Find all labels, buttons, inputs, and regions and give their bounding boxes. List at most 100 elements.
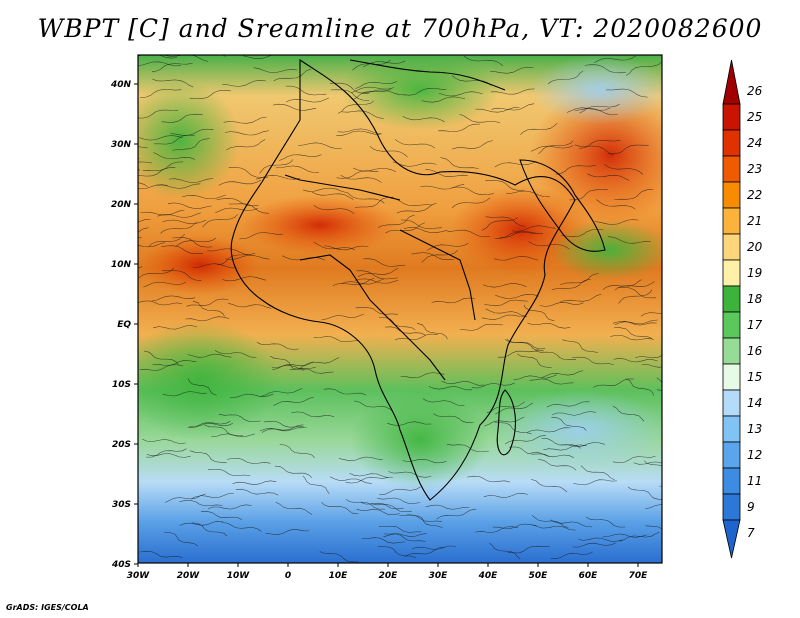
streamline: [160, 221, 198, 234]
streamline: [140, 209, 185, 216]
streamline: [182, 194, 226, 200]
plot-frame: [137, 54, 663, 564]
streamline: [207, 248, 251, 256]
streamline: [485, 180, 525, 191]
streamline: [645, 504, 662, 510]
coastline: [284, 174, 401, 201]
streamline: [272, 103, 317, 111]
streamline: [279, 154, 322, 161]
streamline: [471, 382, 515, 389]
streamline: [338, 456, 383, 462]
streamline: [377, 497, 421, 504]
streamline: [329, 82, 369, 94]
streamline: [438, 123, 481, 132]
streamline: [481, 314, 526, 320]
colorbar-segment: [722, 415, 741, 443]
streamline: [143, 281, 187, 288]
coastlines: [230, 58, 606, 501]
streamline: [383, 533, 427, 538]
streamline: [228, 303, 272, 309]
lon-tick-label: 50E: [529, 571, 549, 581]
streamline: [481, 217, 518, 231]
streamline: [192, 263, 238, 269]
streamline: [139, 135, 183, 141]
streamline: [441, 380, 485, 386]
streamline: [617, 287, 657, 299]
streamline: [446, 444, 489, 452]
streamline: [531, 479, 568, 493]
streamline: [527, 427, 571, 433]
lat-tick-label: EQ: [117, 320, 131, 330]
streamline: [323, 388, 367, 396]
streamline: [541, 370, 584, 378]
lat-tick-label: 40N: [110, 80, 132, 90]
streamline: [618, 289, 653, 304]
streamline: [232, 480, 277, 485]
colorbar-segment: [722, 181, 741, 209]
streamline: [189, 423, 234, 428]
streamline: [608, 144, 649, 155]
streamline: [319, 551, 359, 563]
streamline: [341, 278, 384, 285]
streamline: [152, 360, 197, 366]
coastline: [299, 254, 446, 381]
streamline: [490, 88, 535, 95]
streamline: [555, 164, 597, 175]
lat-tick-label: 40S: [111, 560, 131, 570]
streamline: [275, 501, 313, 515]
streamline: [560, 273, 599, 285]
lon-tick-label: 30W: [127, 571, 151, 581]
streamline: [561, 229, 604, 237]
streamline: [270, 355, 305, 371]
streamline: [208, 504, 252, 510]
streamline: [612, 320, 657, 326]
streamline: [330, 89, 370, 101]
streamline: [291, 411, 335, 418]
lat-tick-label: 10N: [111, 260, 132, 270]
streamline: [156, 183, 201, 189]
streamline: [384, 326, 426, 336]
colorbar: 26 25 24 23 22 21 20 19 18 17 16 15 14 13 12 11 9 7: [722, 59, 763, 559]
streamline: [336, 130, 381, 136]
streamline: [164, 531, 199, 547]
streamline: [384, 533, 426, 542]
streamline: [139, 364, 184, 371]
streamline: [531, 515, 569, 529]
streamline: [352, 88, 392, 100]
streamline: [459, 323, 503, 331]
streamline: [157, 212, 201, 218]
streamline: [635, 355, 662, 359]
streamline: [167, 202, 212, 209]
streamline: [279, 444, 315, 458]
streamline: [486, 401, 525, 414]
streamline: [187, 378, 217, 396]
streamline: [189, 450, 227, 464]
streamline: [507, 545, 550, 554]
streamline: [511, 225, 556, 232]
colorbar-label: 16: [747, 344, 763, 358]
streamline: [312, 191, 354, 200]
streamline: [491, 103, 535, 111]
streamline: [412, 545, 456, 550]
streamline: [535, 350, 576, 360]
streamline: [422, 398, 465, 406]
streamline: [321, 313, 364, 321]
streamline: [574, 144, 614, 156]
streamline: [253, 67, 298, 73]
streamline: [223, 116, 267, 124]
streamline: [138, 157, 140, 159]
colorbar-segment: [722, 311, 741, 339]
streamline: [509, 446, 550, 457]
streamline: [165, 493, 206, 503]
streamline: [494, 421, 532, 434]
streamline: [520, 122, 558, 135]
colorbar-label: 20: [747, 240, 763, 254]
streamline: [226, 139, 266, 151]
streamline: [644, 460, 662, 467]
streamline: [451, 186, 494, 196]
streamline: [355, 81, 398, 89]
streamline: [275, 165, 319, 173]
streamline: [179, 500, 223, 507]
streamline: [387, 421, 432, 426]
streamline: [345, 476, 389, 484]
